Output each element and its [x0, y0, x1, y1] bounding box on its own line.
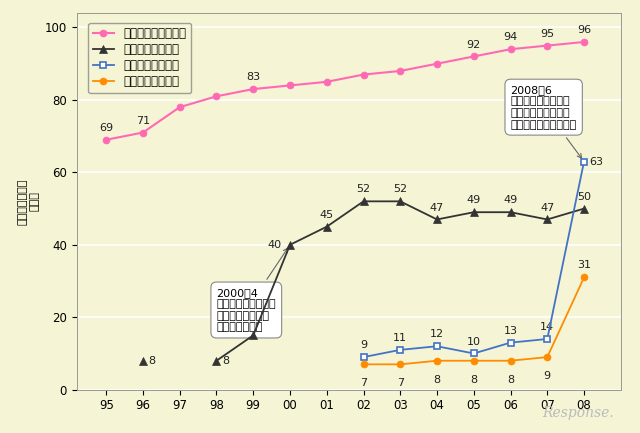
運転席（一般道路） [176, 104, 184, 110]
Y-axis label: 着用率・使用率
（％）: 着用率・使用率 （％） [18, 178, 39, 225]
後席（一般道路） [433, 358, 441, 363]
後席（高速道路） [433, 344, 441, 349]
運転席（一般道路） [470, 54, 477, 59]
運転席（一般道路） [580, 39, 588, 45]
Text: 10: 10 [467, 336, 481, 346]
後席（高速道路） [360, 355, 367, 360]
Text: 45: 45 [320, 210, 334, 220]
Text: 2000／4
チャイルドシート使
用義務化（違反行
為に点数付加）: 2000／4 チャイルドシート使 用義務化（違反行 為に点数付加） [216, 248, 288, 333]
Text: 71: 71 [136, 116, 150, 126]
後席（高速道路） [396, 347, 404, 352]
Text: 2008／6
後席ベルト使用義務
化（違反行為に点数
付加、高速道路のみ）: 2008／6 後席ベルト使用義務 化（違反行為に点数 付加、高速道路のみ） [511, 85, 582, 158]
Text: 83: 83 [246, 72, 260, 82]
Text: 92: 92 [467, 39, 481, 49]
Text: 9: 9 [544, 371, 551, 381]
後席（一般道路） [507, 358, 515, 363]
運転席（一般道路） [433, 61, 441, 66]
Text: 7: 7 [397, 378, 404, 388]
Text: 95: 95 [540, 29, 554, 39]
後席（高速道路） [470, 351, 477, 356]
Text: 8: 8 [433, 375, 440, 385]
Text: 49: 49 [504, 195, 518, 205]
Text: 7: 7 [360, 378, 367, 388]
後席（一般道路） [580, 275, 588, 280]
運転席（一般道路） [323, 79, 331, 84]
後席（高速道路） [580, 159, 588, 164]
運転席（一般道路） [286, 83, 294, 88]
Text: Response.: Response. [543, 406, 614, 420]
後席（高速道路） [543, 336, 551, 342]
運転席（一般道路） [360, 72, 367, 77]
Line: 後席（一般道路）: 後席（一般道路） [360, 274, 588, 368]
後席（一般道路） [360, 362, 367, 367]
Text: 8: 8 [507, 375, 514, 385]
Text: 12: 12 [430, 329, 444, 339]
Text: 40: 40 [268, 240, 282, 250]
Text: 9: 9 [360, 340, 367, 350]
運転席（一般道路） [396, 68, 404, 74]
運転席（一般道路） [250, 87, 257, 92]
Text: 14: 14 [540, 322, 554, 332]
Text: 69: 69 [99, 123, 113, 133]
Text: 13: 13 [504, 326, 518, 336]
運転席（一般道路） [139, 130, 147, 135]
Text: 11: 11 [393, 333, 407, 343]
Text: 31: 31 [577, 261, 591, 271]
Text: 15: 15 [222, 330, 236, 340]
Text: 8: 8 [148, 356, 156, 366]
Text: 49: 49 [467, 195, 481, 205]
Text: 47: 47 [430, 203, 444, 213]
Text: 8: 8 [222, 356, 229, 366]
運転席（一般道路） [212, 94, 220, 99]
Text: 47: 47 [540, 203, 554, 213]
後席（一般道路） [396, 362, 404, 367]
運転席（一般道路） [543, 43, 551, 48]
Line: 運転席（一般道路）: 運転席（一般道路） [103, 39, 588, 143]
Text: 96: 96 [577, 25, 591, 35]
後席（一般道路） [543, 355, 551, 360]
Text: 63: 63 [589, 156, 604, 167]
運転席（一般道路） [102, 137, 110, 142]
Text: 50: 50 [577, 192, 591, 202]
後席（一般道路） [470, 358, 477, 363]
Text: 52: 52 [356, 184, 371, 194]
運転席（一般道路） [507, 47, 515, 52]
Line: 後席（高速道路）: 後席（高速道路） [360, 158, 588, 361]
Text: 94: 94 [504, 32, 518, 42]
Legend: 運転席（一般道路）, チャイルドシート, 後席（高速道路）, 後席（一般道路）: 運転席（一般道路）, チャイルドシート, 後席（高速道路）, 後席（一般道路） [88, 23, 191, 93]
後席（高速道路） [507, 340, 515, 345]
Text: 8: 8 [470, 375, 477, 385]
Text: 52: 52 [393, 184, 407, 194]
